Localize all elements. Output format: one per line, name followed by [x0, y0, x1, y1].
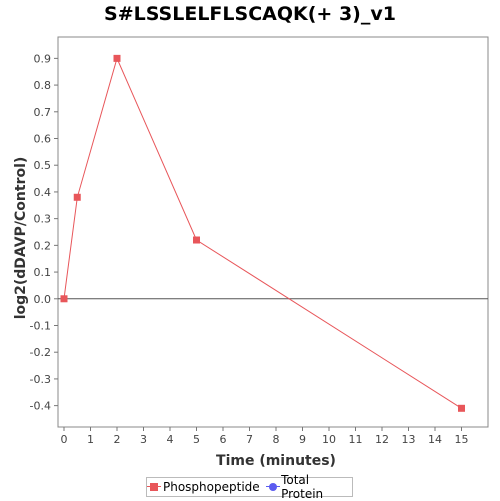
x-tick-label: 10	[322, 433, 336, 446]
y-tick-label: 0.4	[34, 186, 52, 199]
x-tick-label: 13	[402, 433, 416, 446]
x-tick-label: 14	[428, 433, 442, 446]
circle-marker-icon	[265, 482, 280, 492]
x-tick-label: 5	[193, 433, 200, 446]
legend: Phosphopeptide Total Protein	[146, 473, 353, 501]
y-tick-label: 0.6	[34, 133, 52, 146]
data-point	[113, 54, 121, 62]
x-tick-label: 11	[349, 433, 363, 446]
x-tick-label: 0	[61, 433, 68, 446]
legend-label-phosphopeptide: Phosphopeptide	[163, 480, 260, 494]
x-tick-label: 3	[140, 433, 147, 446]
x-tick-label: 1	[87, 433, 94, 446]
y-axis-label: log2(dDAVP/Control)	[13, 156, 29, 320]
y-tick-label: 0.9	[34, 52, 52, 65]
data-point	[60, 295, 68, 303]
x-tick-label: 7	[246, 433, 253, 446]
y-tick-label: -0.1	[30, 319, 51, 332]
data-point	[458, 404, 465, 412]
chart-title: S#LSSLELFLSCAQK(+ 3)_v1	[104, 3, 396, 25]
x-tick-label: 12	[375, 433, 389, 446]
data-point	[73, 193, 81, 201]
y-tick-label: 0.3	[34, 213, 52, 226]
x-tick-label: 2	[114, 433, 121, 446]
y-tick-label: 0.0	[34, 293, 52, 306]
y-tick-label: 0.7	[34, 106, 52, 119]
y-tick-label: 0.1	[34, 266, 52, 279]
data-point	[193, 236, 200, 244]
square-marker-icon	[147, 482, 161, 492]
x-tick-label: 15	[455, 433, 469, 446]
y-tick-label: 0.5	[34, 159, 52, 172]
legend-item-total-protein[interactable]: Total Protein	[265, 473, 352, 501]
x-tick-label: 4	[167, 433, 174, 446]
x-tick-label: 6	[220, 433, 227, 446]
x-axis-label: Time (minutes)	[216, 453, 336, 469]
y-tick-label: -0.3	[30, 373, 51, 386]
legend-label-total-protein: Total Protein	[281, 473, 324, 501]
y-tick-label: 0.2	[34, 239, 52, 252]
y-tick-label: 0.8	[34, 79, 52, 92]
legend-item-phosphopeptide[interactable]: Phosphopeptide	[147, 480, 260, 494]
x-tick-label: 8	[273, 433, 280, 446]
plot-frame	[57, 36, 489, 428]
y-tick-label: -0.4	[30, 400, 51, 413]
x-tick-label: 9	[299, 433, 306, 446]
y-tick-label: -0.2	[30, 346, 51, 359]
